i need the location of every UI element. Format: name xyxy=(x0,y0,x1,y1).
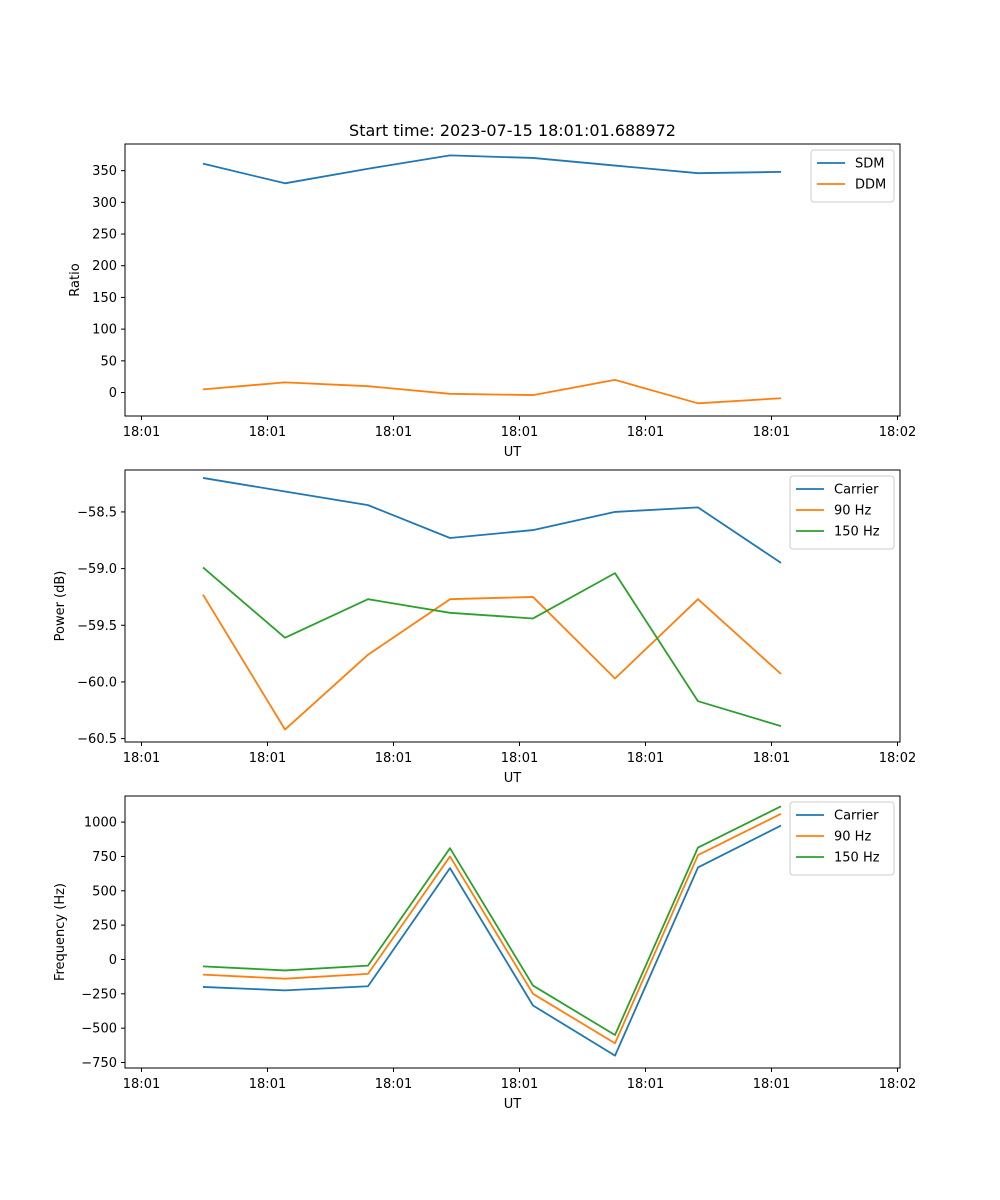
chart-panel-2: 18:01 18:01 18:01 18:01 18:01 18:01 18:02 −60.5… xyxy=(53,469,916,786)
y-tick-label: 500 xyxy=(92,884,117,899)
y-axis-label: Ratio xyxy=(68,263,83,296)
y-tick-label: −59.5 xyxy=(77,619,117,634)
legend: Carrier 90 Hz 150 Hz xyxy=(789,801,895,876)
series-line-ddm xyxy=(202,378,782,405)
chart-panel-1: 18:01 18:01 18:01 18:01 18:01 18:01 18:02 0 50 10… xyxy=(68,143,916,460)
plot-frame xyxy=(124,143,901,417)
x-tick-label: 18:02 xyxy=(879,1077,916,1092)
y-tick-label: 350 xyxy=(92,164,117,179)
y-tick-label: 150 xyxy=(92,291,117,306)
x-tick-label: 18:01 xyxy=(627,751,664,766)
y-axis-label: Power (dB) xyxy=(53,571,68,642)
series-line-150-hz xyxy=(202,805,782,1036)
legend-label: 150 Hz xyxy=(834,525,880,540)
series-line-150-hz xyxy=(202,566,782,727)
legend-label: 90 Hz xyxy=(834,504,871,519)
y-tick-label: 1000 xyxy=(84,816,117,831)
x-axis-label: UT xyxy=(504,445,522,460)
y-tick-label: 750 xyxy=(92,850,117,865)
plot-frame xyxy=(124,795,901,1069)
y-tick-label: 250 xyxy=(92,228,117,243)
x-tick-label: 18:02 xyxy=(879,751,916,766)
series-line-90-hz xyxy=(202,813,782,1045)
y-tick-label: −500 xyxy=(81,1022,117,1037)
x-tick-label: 18:01 xyxy=(627,425,664,440)
legend-label: DDM xyxy=(855,178,886,193)
x-axis-label: UT xyxy=(504,1097,522,1112)
legend-label: Carrier xyxy=(834,809,879,824)
series-line-90-hz xyxy=(202,594,782,731)
x-tick-label: 18:01 xyxy=(249,751,286,766)
y-axis-label: Frequency (Hz) xyxy=(53,883,68,981)
y-tick-label: 200 xyxy=(92,259,117,274)
series-line-carrier xyxy=(202,477,782,564)
legend-label: Carrier xyxy=(834,483,879,498)
x-tick-label: 18:01 xyxy=(375,751,412,766)
legend-label: 150 Hz xyxy=(834,851,880,866)
x-tick-label: 18:01 xyxy=(249,1077,286,1092)
y-tick-label: 250 xyxy=(92,919,117,934)
y-tick-label: 50 xyxy=(100,354,117,369)
plot-frame xyxy=(124,469,901,743)
x-tick-label: 18:01 xyxy=(375,425,412,440)
y-tick-label: −59.0 xyxy=(77,562,117,577)
y-tick-label: −58.5 xyxy=(77,505,117,520)
x-tick-label: 18:01 xyxy=(501,751,538,766)
x-tick-label: 18:01 xyxy=(123,425,160,440)
x-tick-label: 18:01 xyxy=(753,1077,790,1092)
y-tick-label: 0 xyxy=(109,953,117,968)
x-tick-label: 18:01 xyxy=(123,751,160,766)
legend: SDM DDM xyxy=(810,149,895,203)
chart-panel-3: 18:01 18:01 18:01 18:01 18:01 18:01 18:02 −750 −… xyxy=(53,795,916,1112)
x-tick-label: 18:01 xyxy=(753,425,790,440)
y-tick-label: −750 xyxy=(81,1056,117,1071)
y-tick-label: 100 xyxy=(92,323,117,338)
x-tick-label: 18:01 xyxy=(375,1077,412,1092)
series-line-carrier xyxy=(202,824,782,1057)
x-tick-label: 18:02 xyxy=(879,425,916,440)
y-tick-label: 0 xyxy=(109,386,117,401)
x-tick-label: 18:01 xyxy=(753,751,790,766)
y-tick-label: −60.5 xyxy=(77,732,117,747)
y-tick-label: 300 xyxy=(92,196,117,211)
figure-title: Start time: 2023-07-15 18:01:01.688972 xyxy=(349,121,676,140)
legend-label: 90 Hz xyxy=(834,830,871,845)
x-axis-label: UT xyxy=(504,771,522,786)
x-tick-label: 18:01 xyxy=(123,1077,160,1092)
series-line-sdm xyxy=(202,154,782,185)
x-tick-label: 18:01 xyxy=(501,425,538,440)
legend-label: SDM xyxy=(855,157,884,172)
x-tick-label: 18:01 xyxy=(249,425,286,440)
y-tick-label: −250 xyxy=(81,987,117,1002)
y-tick-label: −60.0 xyxy=(77,675,117,690)
x-tick-label: 18:01 xyxy=(627,1077,664,1092)
legend: Carrier 90 Hz 150 Hz xyxy=(789,475,895,550)
x-tick-label: 18:01 xyxy=(501,1077,538,1092)
